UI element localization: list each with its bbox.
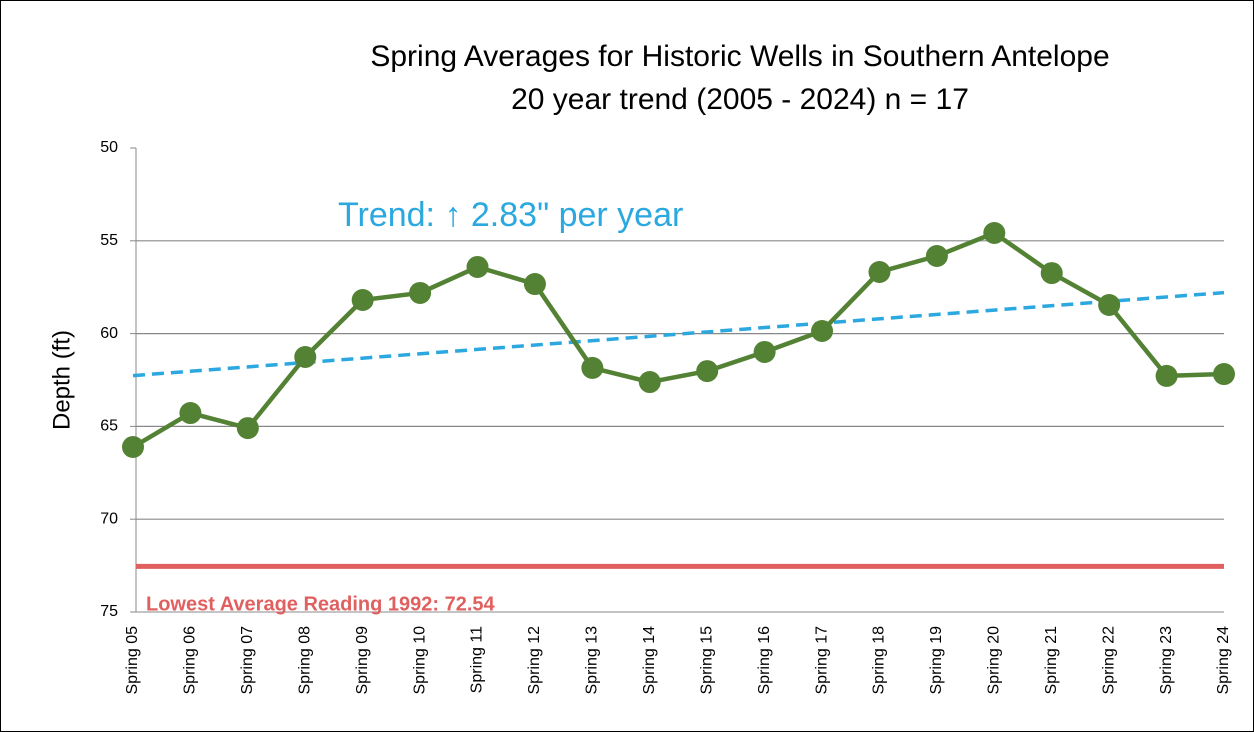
x-tick-label: Spring 21 [1043, 626, 1060, 695]
data-point [753, 340, 776, 363]
data-point [638, 371, 661, 394]
x-tick-label: Spring 13 [584, 626, 601, 695]
y-tick-label: 75 [100, 603, 118, 620]
x-tick-label: Spring 16 [756, 626, 773, 695]
data-point [523, 273, 546, 296]
data-point [581, 356, 604, 379]
data-point [983, 222, 1006, 245]
x-tick-label: Spring 24 [1215, 626, 1232, 695]
data-point [696, 360, 719, 383]
trend-annotation: Trend: ↑ 2.83" per year [338, 196, 683, 234]
chart-subtitle: 20 year trend (2005 - 2024) n = 17 [511, 83, 969, 116]
y-tick-label: 65 [100, 418, 118, 435]
x-tick-label: Spring 23 [1158, 626, 1175, 695]
data-point [466, 255, 489, 278]
y-axis-label: Depth (ft) [48, 330, 75, 430]
x-tick-label: Spring 18 [871, 626, 888, 695]
reference-label: Lowest Average Reading 1992: 72.54 [146, 593, 496, 615]
data-point [868, 260, 891, 283]
x-tick-label: Spring 20 [986, 626, 1003, 695]
x-tick-label: Spring 07 [239, 626, 256, 695]
data-point [1040, 262, 1063, 285]
x-tick-label: Spring 06 [182, 626, 199, 695]
data-point [179, 402, 202, 425]
data-point [1098, 294, 1121, 317]
x-tick-label: Spring 10 [411, 626, 428, 695]
x-tick-label: Spring 22 [1100, 626, 1117, 695]
x-tick-label: Spring 14 [641, 626, 658, 695]
data-point [409, 281, 432, 304]
x-tick-label: Spring 12 [526, 626, 543, 695]
x-tick-label: Spring 08 [296, 626, 313, 695]
data-point [236, 417, 259, 440]
data-point [294, 345, 317, 368]
data-point [925, 245, 948, 268]
x-tick-label: Spring 11 [469, 626, 486, 693]
chart-title: Spring Averages for Historic Wells in So… [370, 40, 1109, 73]
y-tick-label: 60 [100, 325, 118, 342]
y-tick-label: 55 [100, 232, 118, 249]
series-line [131, 230, 1225, 449]
data-point [122, 436, 144, 459]
y-tick-label: 50 [100, 139, 118, 156]
x-tick-label: Spring 09 [354, 626, 371, 695]
y-tick-label: 70 [100, 510, 118, 527]
data-point [1213, 363, 1235, 386]
x-tick-label: Spring 19 [928, 626, 945, 695]
x-tick-label: Spring 17 [813, 626, 830, 695]
data-point [811, 320, 834, 343]
data-point [1155, 364, 1178, 387]
x-tick-label: Spring 15 [698, 626, 715, 695]
x-tick-label: Spring 05 [124, 626, 141, 695]
data-point [351, 289, 374, 312]
